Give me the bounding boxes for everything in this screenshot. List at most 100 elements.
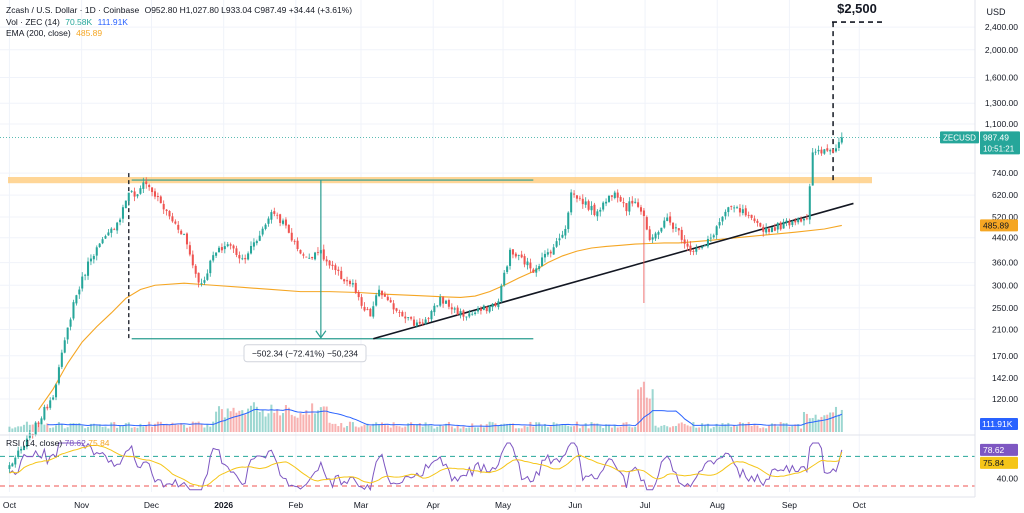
volume-bar [113, 422, 116, 432]
candle-body [802, 218, 805, 221]
time-tick-label: 2026 [214, 500, 233, 510]
volume-bar [11, 428, 14, 432]
candle-body [750, 214, 753, 218]
candle-body [698, 248, 701, 250]
candle-body [348, 280, 351, 285]
volume-bar [188, 426, 191, 432]
volume-bar [782, 423, 785, 432]
volume-bar [360, 426, 363, 432]
volume-bar [116, 427, 119, 432]
candle-body [442, 297, 445, 304]
candle-body [177, 224, 180, 230]
candle-body [249, 245, 253, 254]
symbol-tag-text: ZECUSD [943, 133, 976, 142]
volume-bar [392, 422, 395, 432]
candle-body [555, 241, 558, 247]
volume-bar [750, 425, 753, 432]
candle-body [107, 232, 110, 236]
candle-body [462, 310, 465, 317]
volume-bar [535, 422, 538, 432]
volume-bar [168, 424, 171, 432]
symbol-title: Zcash / U.S. Dollar · 1D · Coinbase [6, 5, 140, 15]
volume-bar [284, 405, 287, 432]
volume-bar [8, 426, 11, 432]
volume-bar [526, 426, 529, 432]
candle-body [197, 272, 200, 283]
volume-bar [712, 426, 715, 432]
volume-bar [343, 427, 346, 432]
volume-bar [337, 426, 340, 432]
volume-bar [238, 410, 241, 432]
volume-ma-line [47, 408, 843, 427]
volume-bar [779, 422, 782, 432]
volume-bar [17, 426, 20, 432]
candle-body [747, 215, 750, 216]
candle-body [142, 182, 145, 189]
volume-bar [450, 426, 453, 432]
candle-body [241, 258, 244, 260]
volume-bar [302, 414, 305, 432]
volume-bar [573, 426, 576, 432]
candle-body [558, 238, 561, 241]
volume-bar [561, 424, 564, 432]
volume-bar [404, 426, 407, 432]
rsi-ma-tag-value: 75.84 [983, 458, 1005, 468]
candle-body [628, 201, 631, 212]
volume-bar [811, 417, 814, 432]
price-tick-label: 520.00 [992, 212, 1018, 222]
candle-body [270, 212, 273, 220]
volume-bar [226, 408, 229, 432]
price-tick-label: 1,600.00 [985, 72, 1018, 82]
volume-bar [95, 425, 98, 432]
candle-body [584, 201, 587, 205]
volume-bar [249, 405, 253, 432]
volume-bar [607, 425, 611, 432]
candle-body [360, 297, 363, 306]
candle-body [637, 202, 640, 207]
candle-body [424, 319, 427, 324]
volume-bar [171, 422, 174, 432]
volume-bar [273, 412, 276, 432]
volume-bar [139, 423, 142, 432]
volume-bar [217, 406, 221, 432]
candle-body [151, 187, 154, 193]
volume-pane [8, 381, 843, 432]
volume-bar [564, 424, 567, 432]
volume-bar [305, 410, 308, 432]
candle-body [217, 247, 221, 253]
candle-body [730, 206, 733, 207]
volume-bar [776, 426, 779, 432]
volume-bar [78, 423, 81, 432]
candle-body [49, 400, 52, 408]
time-tick-label: Oct [3, 500, 17, 510]
volume-bar [311, 403, 314, 432]
currency-selector[interactable]: USD [986, 7, 1006, 17]
price-tick-label: 1,100.00 [985, 119, 1018, 129]
candle-body [188, 245, 191, 255]
volume-bar [610, 427, 613, 432]
volume-bar [663, 425, 666, 432]
volume-bar [395, 425, 398, 432]
candle-body [459, 311, 462, 316]
candle-body [325, 259, 328, 262]
candle-body [116, 222, 119, 231]
volume-bar [622, 422, 625, 432]
candle-body [709, 237, 712, 239]
ema-tag-value: 485.89 [983, 220, 1009, 230]
volume-bar [791, 425, 794, 432]
volume-bar [66, 427, 69, 432]
volume-bar [89, 423, 92, 432]
candle-body [148, 184, 151, 188]
candle-body [366, 309, 369, 311]
time-tick-label: Apr [427, 500, 440, 510]
candle-body [797, 218, 800, 223]
volume-bar [695, 427, 698, 432]
time-tick-label: Oct [853, 500, 867, 510]
volume-bar [299, 413, 302, 432]
candle-body [581, 198, 584, 205]
candle-body [383, 294, 386, 297]
candle-body [305, 256, 308, 258]
candle-body [578, 197, 581, 199]
candle-body [479, 308, 482, 311]
